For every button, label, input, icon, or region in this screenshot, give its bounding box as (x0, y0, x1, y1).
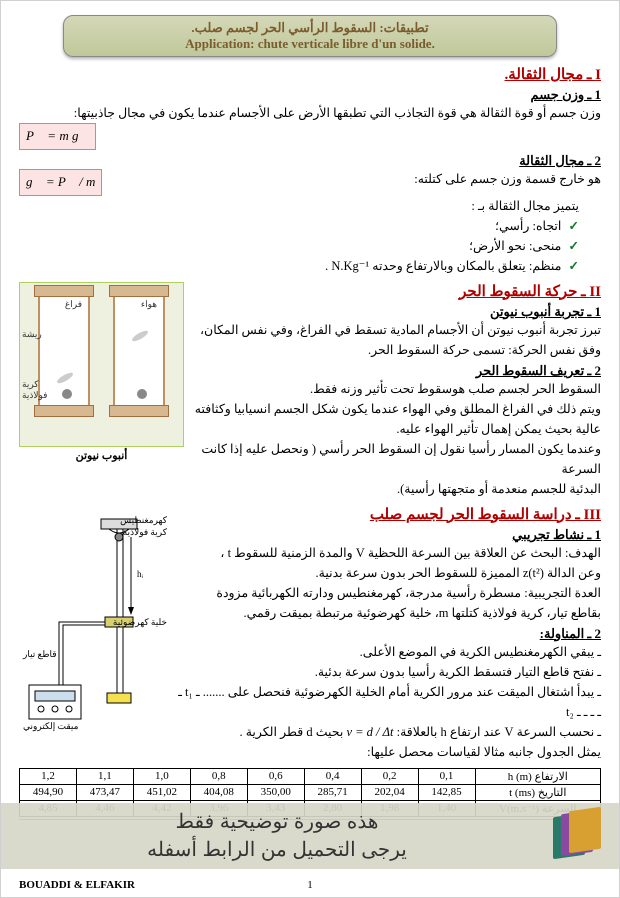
section1-text2: هو خارج قسمة وزن جسم على كتلته: g⃗ = P⃗ … (19, 169, 601, 189)
table-cell: 404,08 (190, 784, 247, 800)
m4-formula: v = d / Δt (346, 722, 393, 742)
label-feather: ريشة (22, 329, 36, 340)
table-cell: 0,4 (304, 768, 361, 784)
formula-g-pm: g⃗ = P⃗ / m (19, 169, 102, 196)
section1-bullet-2: ✓ منظم: يتعلق بالمكان وبالارتفاع وحدته N… (19, 256, 601, 276)
title-banner: تطبيقات: السقوط الرأسي الحر لجسم صلب. Ap… (63, 15, 558, 57)
bullet1-text: منحى: نحو الأرض؛ (469, 239, 561, 253)
label-vacuum: فراغ (65, 299, 82, 310)
table-row: 1,2 1,1 1,0 0,8 0,6 0,4 0,2 0,1 الارتفاع… (20, 768, 601, 784)
table-cell: 285,71 (304, 784, 361, 800)
section1-text2-span: هو خارج قسمة وزن جسم على كتلته: (414, 172, 601, 186)
table-header: الارتفاع h (m) (475, 768, 601, 784)
section1-bullet-1: ✓ منحى: نحو الأرض؛ (19, 236, 601, 256)
watermark-line2: يرجى التحميل من الرابط أسفله (21, 836, 533, 864)
section1-sub2: 2 ـ مجال الثقالة (19, 153, 601, 169)
section2-text2e: البدئية للجسم منعدمة أو متجهتها رأسية). (19, 479, 601, 499)
table-cell: 142,85 (418, 784, 475, 800)
table-cell: 473,47 (76, 784, 133, 800)
section1-text1-span: وزن جسم أو قوة الثقالة هي قوة التجاذب ال… (74, 106, 601, 120)
table-cell: 1,2 (20, 768, 77, 784)
table-cell: 0,8 (190, 768, 247, 784)
label-ball: كرية فولاذية (22, 379, 36, 401)
table-cell: 350,00 (247, 784, 304, 800)
table-cell: 494,90 (20, 784, 77, 800)
title-french: Application: chute verticale libre d'un … (64, 36, 557, 52)
page-number: 1 (307, 879, 313, 891)
section1-bullet-0: ✓ اتجاه: رأسي؛ (19, 216, 601, 236)
footer-authors: BOUADDI & ELFAKIR (19, 879, 135, 891)
table-cell: 0,6 (247, 768, 304, 784)
bullet0-text: اتجاه: رأسي؛ (495, 219, 561, 233)
label-steelball: كرية فولاذية (123, 527, 168, 538)
bullet2-text: منظم: يتعلق بالمكان وبالارتفاع وحدته N.K… (325, 259, 561, 273)
table-cell: 1,1 (76, 768, 133, 784)
formula-p-mg: P⃗ = m g⃗ (19, 123, 96, 150)
label-switch: قاطع تيار (22, 649, 57, 660)
table-row: 494,90 473,47 451,02 404,08 350,00 285,7… (20, 784, 601, 800)
table-cell: 451,02 (133, 784, 190, 800)
watermark-line1: هذه صورة توضيحية فقط (21, 808, 533, 836)
section1-heading: I ـ مجال الثقالة. (19, 65, 601, 84)
label-photocell: خلية كهرضوئية (113, 617, 167, 628)
table-cell: 1,0 (133, 768, 190, 784)
label-air: هواء (141, 299, 157, 310)
table-cell: 0,2 (361, 768, 418, 784)
m4-pre: ـ نحسب السرعة V عند ارتفاع h بالعلاقة: (397, 725, 601, 739)
label-timer: ميقت إلكتروني (23, 721, 79, 732)
watermark-overlay: هذه صورة توضيحية فقط يرجى التحميل من الر… (1, 803, 619, 869)
table-cell: 0,1 (418, 768, 475, 784)
m4-post: بحيث d قطر الكرية . (239, 725, 343, 739)
experiment-figure: hᵢ كهرمغنطيس كرية فولاذية خلية كهرضوئية … (19, 507, 169, 737)
table-header: التاريخ t (ms) (475, 784, 601, 800)
watermark-logo (553, 809, 599, 863)
check-icon: ✓ (569, 239, 579, 253)
newton-caption: أنبوب نيوتن (20, 449, 183, 462)
table-intro: يمثل الجدول جانبه مثالا لقياسات محصل علي… (19, 742, 601, 762)
check-icon: ✓ (569, 259, 579, 273)
watermark-text: هذه صورة توضيحية فقط يرجى التحميل من الر… (21, 808, 533, 864)
title-arabic: تطبيقات: السقوط الرأسي الحر لجسم صلب. (64, 20, 557, 36)
section1-sub1: 1 ـ وزن جسم (19, 87, 601, 103)
section1-text1: وزن جسم أو قوة الثقالة هي قوة التجاذب ال… (19, 103, 601, 123)
label-magnet: كهرمغنطيس (120, 515, 168, 526)
label-h: hᵢ (137, 569, 144, 579)
section1-bullets-intro: يتميز مجال الثقالة بـ : (19, 196, 601, 216)
newton-tube-figure: فراغ هواء ريشة كرية فولاذية أنبوب نيوتن (19, 282, 184, 447)
check-icon: ✓ (569, 219, 579, 233)
table-cell: 202,04 (361, 784, 418, 800)
